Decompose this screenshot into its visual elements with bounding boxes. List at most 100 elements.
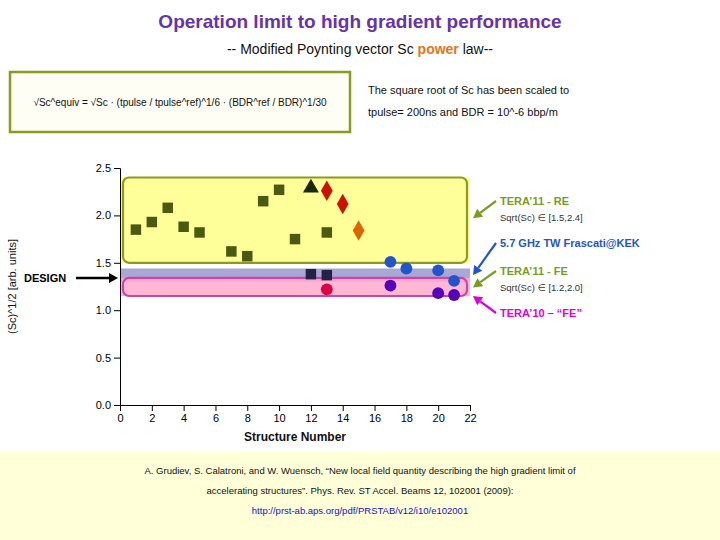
point xyxy=(162,203,172,213)
tick-label: 1.0 xyxy=(96,304,111,316)
annotation-arrow xyxy=(473,271,496,287)
annotation-arrow-head xyxy=(473,265,482,275)
tick-label: 0 xyxy=(117,412,123,424)
tick: 2.0 xyxy=(96,209,120,221)
tick-mark xyxy=(279,405,280,411)
tick-mark xyxy=(114,310,120,311)
design-arrow-head xyxy=(109,273,118,283)
design-arrow xyxy=(76,273,118,283)
point xyxy=(448,289,460,301)
point xyxy=(353,220,365,240)
tick: 2 xyxy=(149,405,155,424)
annotation-arrow-head xyxy=(473,209,483,218)
tick-mark xyxy=(114,405,120,406)
band xyxy=(120,177,470,262)
reference: http://prst-ab.aps.org/pdf/PRSTAB/v12/i1… xyxy=(252,505,468,516)
tick-mark xyxy=(406,405,407,411)
subtitle-part: law-- xyxy=(459,41,494,57)
tick-mark xyxy=(215,405,216,411)
tick-mark xyxy=(343,405,344,411)
tick: 18 xyxy=(401,405,413,424)
tick: 6 xyxy=(213,405,219,424)
tick-label: 2 xyxy=(149,412,155,424)
point xyxy=(303,179,319,193)
tick-label: 16 xyxy=(369,412,381,424)
tick: 0 xyxy=(117,405,123,424)
y-axis-title: (Sc)^1/2 [arb. units] xyxy=(6,239,18,334)
tick: 0.5 xyxy=(96,352,120,364)
tick-mark xyxy=(247,405,248,411)
tick-mark xyxy=(114,168,120,169)
annotation: TERA’10 – “FE” xyxy=(500,307,582,319)
annotation-note: Sqrt(Sc) ∈ [1.5,2.4] xyxy=(500,212,583,223)
point xyxy=(385,256,397,268)
tick-mark xyxy=(438,405,439,411)
annotation: TERA’11 - FE xyxy=(500,265,568,277)
series xyxy=(303,179,319,193)
series xyxy=(321,283,333,295)
annotation-arrow-shaft xyxy=(480,301,496,313)
point xyxy=(432,287,444,299)
tick: 1.5 xyxy=(96,257,120,269)
series xyxy=(385,256,460,287)
band xyxy=(120,278,470,296)
tick-label: 2.5 xyxy=(96,162,111,174)
point xyxy=(226,246,236,256)
band-border xyxy=(123,278,467,296)
tick: 4 xyxy=(181,405,187,424)
series xyxy=(306,269,332,280)
tick-label: 12 xyxy=(305,412,317,424)
design-label: DESIGN xyxy=(24,272,66,284)
tick-mark xyxy=(470,405,471,411)
tick: 8 xyxy=(245,405,251,424)
point xyxy=(321,283,333,295)
axis-line xyxy=(121,406,471,412)
annotation-note: Sqrt(Sc) ∈ [1.2,2.0] xyxy=(500,282,583,293)
subtitle-part: power xyxy=(418,41,460,57)
plot-area xyxy=(120,177,470,300)
tick: 2.5 xyxy=(96,162,120,174)
point xyxy=(274,185,284,195)
scaling-note: The square root of Sc has been scaled to xyxy=(368,84,569,96)
tick-label: 4 xyxy=(181,412,187,424)
point xyxy=(194,227,204,237)
point xyxy=(258,196,268,206)
reference: A. Grudiev, S. Calatroni, and W. Wuensch… xyxy=(144,465,575,476)
tick-mark xyxy=(184,405,185,411)
design-arrow-shaft xyxy=(76,277,109,280)
y-axis: 0.0 0.5 1.0 1.5 2.0 2.5 xyxy=(96,162,121,411)
tick: 22 xyxy=(464,405,476,424)
point xyxy=(448,275,460,287)
point xyxy=(322,227,332,237)
chart-root: Operation limit to high gradient perform… xyxy=(0,0,720,540)
band-border xyxy=(123,177,467,262)
point xyxy=(178,222,188,232)
tick: 0.0 xyxy=(96,399,120,411)
tick: 16 xyxy=(369,405,381,424)
tick-label: 6 xyxy=(213,412,219,424)
reference-box xyxy=(0,452,720,540)
tick-label: 14 xyxy=(337,412,349,424)
title: Operation limit to high gradient perform… xyxy=(158,11,561,32)
point xyxy=(385,280,397,292)
tick-label: 18 xyxy=(401,412,413,424)
tick-label: 8 xyxy=(245,412,251,424)
tick-mark xyxy=(152,405,153,411)
point xyxy=(147,217,157,227)
series xyxy=(321,181,349,215)
tick: 1.0 xyxy=(96,304,120,316)
formula-box xyxy=(10,72,350,132)
tick-mark xyxy=(114,358,120,359)
tick: 12 xyxy=(305,405,317,424)
annotation-arrow xyxy=(473,201,496,218)
formula: √Sc^equiv = √Sc · (tpulse / tpulse^ref)^… xyxy=(33,97,327,108)
series xyxy=(385,280,460,301)
annotation-arrow xyxy=(473,296,496,313)
point xyxy=(306,269,316,279)
tick-mark xyxy=(375,405,376,411)
point xyxy=(337,194,349,214)
subtitle-part: -- Modified Poynting vector Sc xyxy=(227,41,418,57)
axis-line xyxy=(114,169,121,406)
tick-label: 22 xyxy=(464,412,476,424)
tick-mark xyxy=(311,405,312,411)
